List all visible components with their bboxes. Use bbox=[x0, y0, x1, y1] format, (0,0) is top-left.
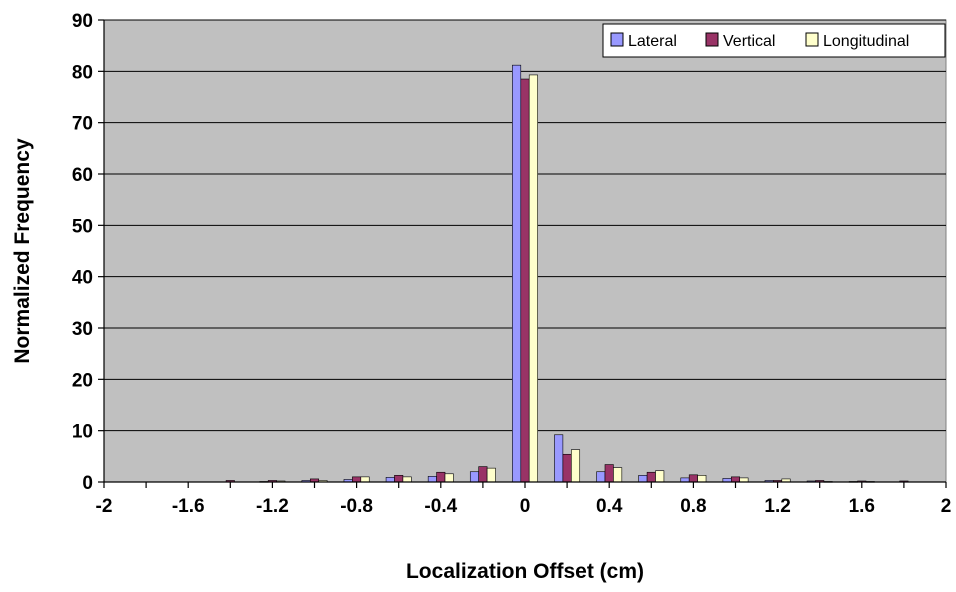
bar-vertical-14 bbox=[688, 474, 698, 483]
y-tick-label-6: 60 bbox=[72, 165, 93, 186]
bar-vertical-11 bbox=[562, 453, 572, 483]
bar-longitudinal-6 bbox=[360, 476, 370, 483]
bar-longitudinal-10 bbox=[528, 74, 538, 483]
y-tick-label-1: 10 bbox=[72, 422, 93, 443]
x-tick-label-8: 1.2 bbox=[764, 496, 790, 517]
bar-lateral-7 bbox=[385, 477, 395, 483]
bar-lateral-13 bbox=[638, 475, 648, 483]
legend-label-longitudinal: Longitudinal bbox=[823, 33, 909, 50]
bar-vertical-13 bbox=[646, 471, 656, 483]
bar-lateral-11 bbox=[554, 434, 564, 483]
bar-vertical-7 bbox=[394, 475, 404, 483]
bar-longitudinal-8 bbox=[444, 473, 454, 483]
y-tick-label-4: 40 bbox=[72, 268, 93, 289]
bar-vertical-10 bbox=[520, 78, 530, 483]
legend-swatch-vertical bbox=[705, 32, 719, 47]
x-tick-label-4: -0.4 bbox=[424, 496, 457, 517]
bar-longitudinal-9 bbox=[486, 467, 496, 483]
legend-label-vertical: Vertical bbox=[723, 33, 775, 50]
x-tick-label-0: -2 bbox=[96, 496, 113, 517]
legend: Lateral Vertical Longitudinal bbox=[602, 23, 946, 58]
y-tick-label-9: 90 bbox=[72, 11, 93, 32]
y-tick-label-7: 70 bbox=[72, 114, 93, 135]
y-tick-label-8: 80 bbox=[72, 62, 93, 83]
legend-label-lateral: Lateral bbox=[628, 33, 677, 50]
bar-vertical-15 bbox=[730, 476, 741, 483]
x-tick-label-1: -1.6 bbox=[172, 496, 205, 517]
x-tick-label-6: 0.4 bbox=[596, 496, 623, 517]
axes bbox=[98, 19, 947, 488]
legend-swatch-lateral bbox=[610, 32, 624, 47]
x-tick-label-2: -1.2 bbox=[256, 496, 289, 517]
y-tick-label-5: 50 bbox=[72, 216, 93, 237]
bar-longitudinal-15 bbox=[739, 477, 749, 483]
bar-longitudinal-12 bbox=[613, 467, 623, 483]
bar-longitudinal-7 bbox=[402, 476, 412, 483]
x-tick-label-9: 1.6 bbox=[849, 496, 875, 517]
bar-lateral-8 bbox=[427, 476, 437, 483]
x-axis-title: Localization Offset (cm) bbox=[406, 560, 644, 583]
legend-swatch-longitudinal bbox=[805, 32, 819, 47]
x-tick-label-7: 0.8 bbox=[680, 496, 706, 517]
bar-longitudinal-13 bbox=[655, 470, 665, 483]
bar-lateral-9 bbox=[469, 471, 479, 483]
bar-vertical-9 bbox=[478, 466, 488, 483]
bar-longitudinal-11 bbox=[571, 449, 581, 483]
tick-labels: 0 10 20 30 40 50 60 70 80 90 -2 -1.6 -1.2 -0.8 -0.4 0 0.… bbox=[72, 11, 951, 517]
bar-vertical-8 bbox=[436, 471, 446, 483]
bar-lateral-10 bbox=[512, 64, 522, 483]
bar-lateral-14 bbox=[680, 477, 690, 483]
bar-vertical-12 bbox=[604, 464, 614, 483]
x-tick-label-3: -0.8 bbox=[340, 496, 373, 517]
bars bbox=[225, 64, 909, 483]
legend-box bbox=[602, 23, 946, 58]
x-tick-label-5: 0 bbox=[520, 496, 531, 517]
y-tick-label-0: 0 bbox=[82, 473, 93, 494]
bar-lateral-12 bbox=[596, 471, 606, 483]
bar-longitudinal-14 bbox=[697, 475, 707, 483]
x-tick-label-10: 2 bbox=[941, 496, 952, 517]
y-tick-label-2: 20 bbox=[72, 370, 93, 391]
y-axis-title: Normalized Frequency bbox=[11, 138, 34, 364]
y-tick-label-3: 30 bbox=[72, 319, 93, 340]
bar-vertical-6 bbox=[352, 476, 362, 483]
